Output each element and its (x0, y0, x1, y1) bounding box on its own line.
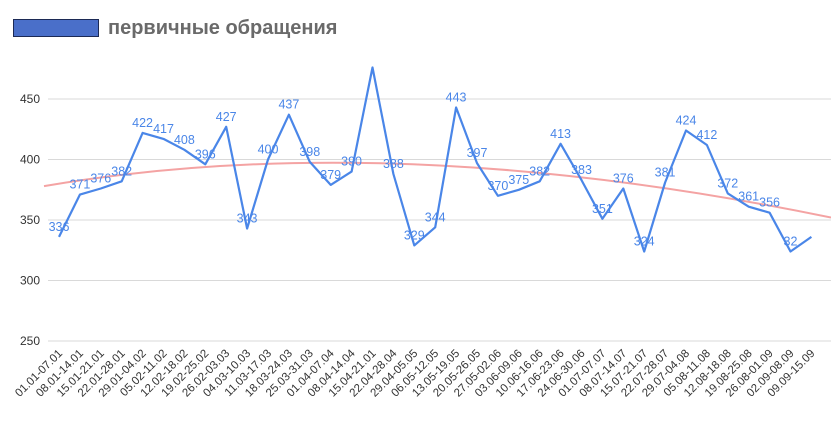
data-label: 343 (237, 211, 258, 225)
data-label: 388 (383, 157, 404, 171)
data-label: 437 (278, 98, 299, 112)
data-label: 351 (592, 202, 613, 216)
data-label: 383 (571, 163, 592, 177)
legend-swatch (13, 19, 99, 37)
trendline (43, 161, 831, 219)
data-label: 390 (341, 155, 362, 169)
data-label: 372 (717, 176, 738, 190)
data-label: 397 (467, 146, 488, 160)
data-label: 424 (676, 113, 697, 127)
data-label: 398 (299, 145, 320, 159)
data-label: 417 (153, 122, 174, 136)
y-tick-label: 350 (20, 213, 40, 227)
data-label: 382 (111, 164, 132, 178)
data-label: 356 (759, 196, 780, 210)
data-label: 344 (425, 210, 446, 224)
data-label: 32 (784, 234, 798, 248)
data-label: 361 (738, 190, 759, 204)
legend-label: первичные обращения (108, 17, 338, 39)
data-label: 375 (508, 173, 529, 187)
data-label: 408 (174, 133, 195, 147)
y-tick-label: 450 (20, 92, 40, 106)
data-label: 376 (613, 172, 634, 186)
data-label: 371 (69, 178, 90, 192)
data-label: 396 (195, 147, 216, 161)
data-label: 381 (655, 165, 676, 179)
y-tick-label: 250 (20, 334, 40, 348)
data-label: 422 (132, 116, 153, 130)
data-label: 370 (487, 179, 508, 193)
series-line (58, 66, 813, 253)
data-label: 379 (320, 168, 341, 182)
data-label: 413 (550, 127, 571, 141)
data-label: 427 (216, 110, 237, 124)
data-label: 412 (696, 128, 717, 142)
data-label: 382 (529, 164, 550, 178)
data-label: 443 (446, 90, 467, 104)
data-label: 336 (49, 220, 70, 234)
y-tick-label: 300 (20, 274, 40, 288)
data-label: 400 (258, 143, 279, 157)
y-tick-label: 400 (20, 153, 40, 167)
data-label: 376 (90, 172, 111, 186)
data-label: 329 (404, 228, 425, 242)
data-label: 324 (634, 234, 655, 248)
